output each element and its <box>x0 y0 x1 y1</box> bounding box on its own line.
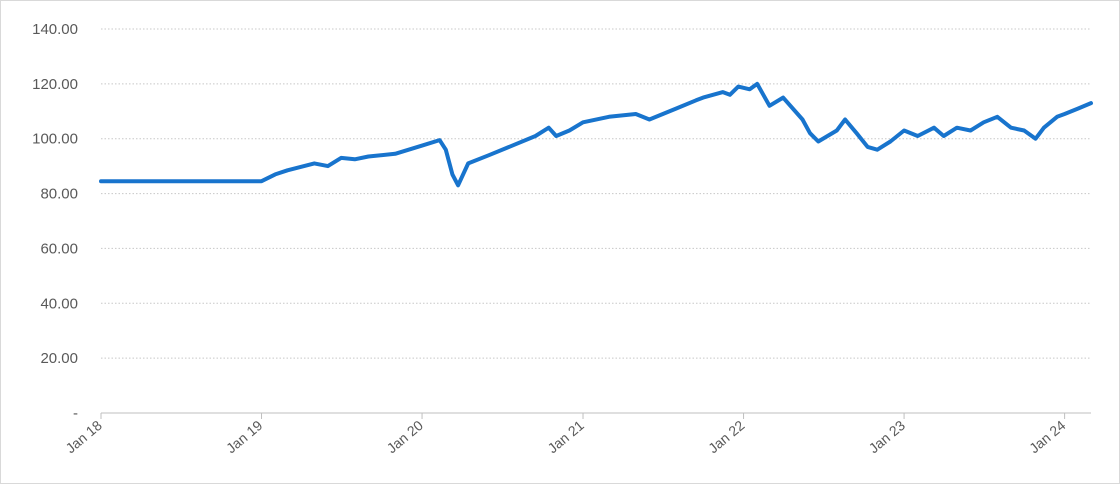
x-tick-label: Jan 21 <box>544 417 587 456</box>
y-axis-ticks: - 20.00 40.00 60.00 80.00 100.00 120.00 140.00 <box>32 21 78 422</box>
x-tick-label: Jan 24 <box>1026 417 1069 456</box>
x-tick-label: Jan 22 <box>705 417 748 456</box>
y-tick-label: 120.00 <box>32 76 78 93</box>
x-axis-ticks: Jan 18 Jan 19 Jan 20 Jan 21 Jan 22 Jan 23 Jan … <box>62 413 1069 456</box>
y-tick-label: 40.00 <box>40 295 78 312</box>
series-layer <box>99 81 1093 188</box>
x-tick-label: Jan 23 <box>866 417 909 456</box>
y-tick-label: 20.00 <box>40 350 78 367</box>
x-tick-label: Jan 20 <box>383 417 426 456</box>
y-tick-label: 100.00 <box>32 131 78 148</box>
series-line <box>99 81 1093 188</box>
gridlines <box>101 28 1091 359</box>
y-tick-label: 140.00 <box>32 21 78 38</box>
y-tick-label: 60.00 <box>40 240 78 257</box>
x-tick-label: Jan 19 <box>223 417 266 456</box>
y-tick-label: - <box>73 405 78 422</box>
y-tick-label: 80.00 <box>40 186 78 203</box>
x-tick-label: Jan 18 <box>62 417 105 456</box>
